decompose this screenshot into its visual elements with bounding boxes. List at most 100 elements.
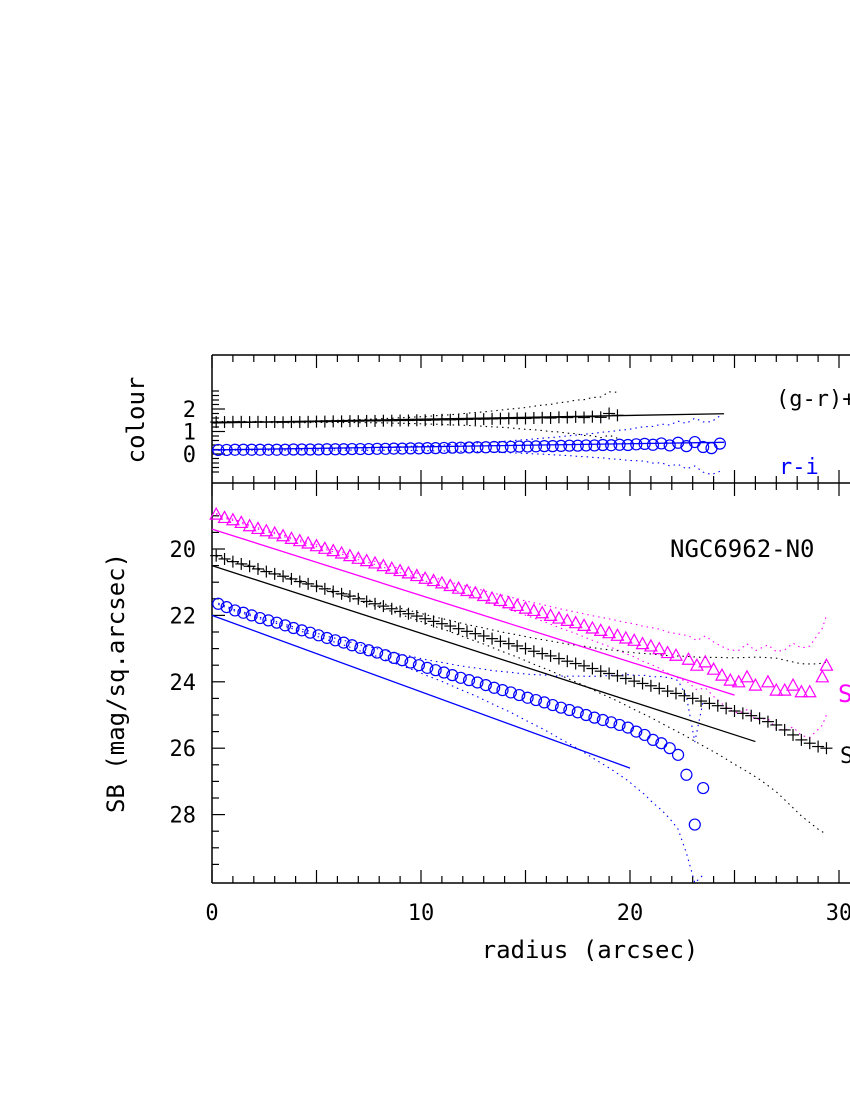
triangle-marker (618, 630, 633, 644)
triangle-marker (485, 590, 500, 604)
label-r-i: r-i (779, 455, 819, 480)
circle-marker (253, 443, 267, 456)
triangle-marker (309, 538, 324, 552)
triangle-marker (815, 669, 830, 683)
plus-marker (586, 410, 599, 423)
circle-marker (429, 664, 442, 677)
triangle-marker (698, 654, 713, 668)
triangle-marker (225, 512, 240, 526)
circle-marker (705, 442, 718, 455)
plus-marker (210, 549, 223, 562)
circle-marker (245, 443, 258, 456)
circle-marker (237, 443, 250, 456)
triangle-marker (740, 669, 755, 683)
plus-marker (569, 410, 582, 423)
plus-marker (435, 617, 448, 630)
plus-marker (369, 597, 382, 610)
plus-marker (678, 689, 691, 702)
plus-marker (653, 682, 666, 695)
circle-marker (613, 438, 626, 451)
circle-marker (220, 443, 233, 457)
plus-marker (310, 580, 323, 593)
label-s-magenta: S (838, 680, 850, 708)
plus-marker (619, 672, 632, 685)
triangle-marker (476, 588, 491, 602)
plus-marker (235, 557, 248, 570)
triangle-marker (242, 518, 257, 532)
circle-marker (337, 443, 350, 456)
triangle-marker (585, 620, 600, 634)
circle-marker (646, 438, 660, 451)
plus-marker (552, 652, 565, 665)
circle-marker (471, 676, 484, 689)
circle-marker (563, 439, 576, 452)
triangle-marker (409, 568, 424, 582)
triangle-marker (326, 543, 341, 557)
circle-marker (521, 691, 534, 704)
circle-marker (538, 696, 551, 709)
circle-marker (245, 609, 258, 622)
plus-marker (511, 639, 524, 652)
circle-marker (671, 748, 685, 761)
plus-marker (243, 560, 256, 573)
triangle-marker (426, 573, 441, 587)
circle-marker (237, 606, 250, 619)
plus-marker (402, 607, 415, 620)
x-axis-label: radius (arcsec) (482, 936, 699, 964)
label-g-r: (g-r)+1 (776, 387, 850, 412)
plus-marker (603, 667, 616, 680)
circle-marker (713, 437, 726, 450)
plus-marker (795, 733, 808, 746)
galaxy-title: NGC6962-N0 (670, 535, 815, 563)
triangle-marker (681, 651, 696, 665)
circle-marker (529, 693, 543, 707)
x-tick-label: 10 (408, 901, 435, 926)
circle-marker (655, 437, 668, 450)
plus-marker (226, 555, 239, 568)
triangle-marker (535, 605, 550, 619)
plus-marker (745, 709, 758, 722)
plus-marker (561, 411, 574, 424)
plus-marker (644, 679, 657, 692)
plus-marker (419, 612, 432, 625)
circle-marker (671, 436, 685, 449)
circle-marker (396, 442, 409, 455)
y-tick-label: 2 (183, 398, 196, 423)
triangle-marker (351, 551, 366, 564)
circle-marker (295, 443, 308, 456)
circle-marker (688, 818, 701, 831)
circle-marker (621, 721, 635, 734)
triangle-marker (551, 610, 566, 624)
plus-marker (753, 712, 766, 725)
circle-marker (287, 443, 300, 456)
triangle-marker (342, 548, 357, 562)
triangle-marker (434, 575, 449, 589)
circle-marker (228, 604, 242, 617)
circle-marker (538, 440, 551, 453)
plus-marker (335, 587, 348, 600)
circle-marker (462, 441, 476, 454)
triangle-marker (317, 541, 332, 554)
circle-marker (521, 440, 534, 453)
plus-marker (778, 723, 791, 736)
circle-marker (262, 614, 275, 627)
plus-marker (695, 695, 708, 708)
circle-marker (412, 659, 426, 672)
circle-marker (337, 636, 350, 649)
triangle-marker (643, 638, 658, 652)
triangle-marker (209, 506, 224, 520)
plus-marker (385, 602, 398, 615)
plus-marker (327, 585, 340, 598)
error-envelope (215, 514, 827, 738)
triangle-marker (510, 598, 525, 612)
circle-marker (571, 439, 584, 452)
triangle-marker (393, 563, 408, 577)
model-fit-lines (211, 413, 756, 769)
circle-marker (228, 443, 242, 456)
error-envelope (218, 602, 704, 743)
circle-marker (697, 781, 710, 795)
circle-marker (580, 708, 593, 722)
fit-line (211, 564, 756, 743)
plus-marker (711, 699, 724, 712)
